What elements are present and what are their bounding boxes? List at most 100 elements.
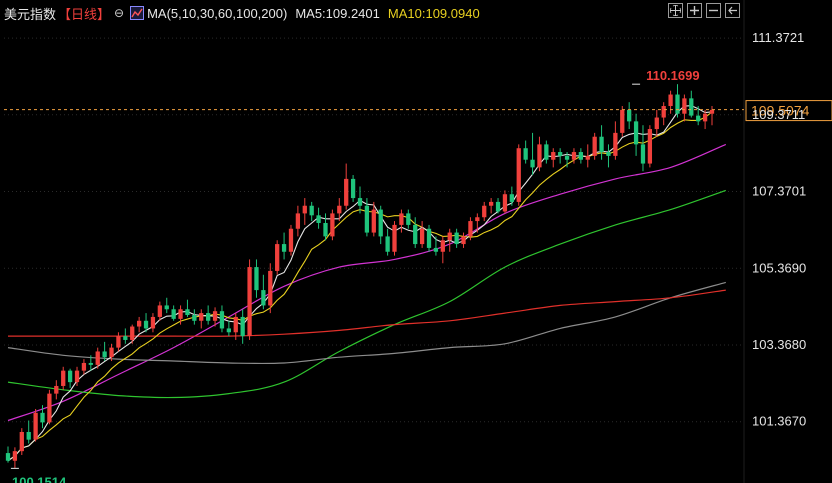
candle[interactable] [281,232,287,260]
candle[interactable] [613,121,618,160]
candle[interactable] [323,213,328,241]
candle[interactable] [130,324,135,344]
candle[interactable] [620,106,625,137]
candle[interactable] [143,313,149,333]
candle[interactable] [268,263,273,314]
candle[interactable] [240,309,245,344]
candle[interactable] [371,201,376,237]
candle[interactable] [364,198,370,237]
candle[interactable] [199,309,204,329]
candle[interactable] [288,224,294,256]
candle[interactable] [413,217,418,248]
candle[interactable] [185,299,190,317]
candle[interactable] [647,125,653,168]
candle[interactable] [482,201,487,222]
candle[interactable] [530,132,535,176]
candle[interactable] [5,446,11,463]
candle[interactable] [192,309,197,325]
candle[interactable] [330,209,335,241]
candle[interactable] [206,305,211,325]
candle[interactable] [247,259,252,340]
candle[interactable] [551,148,556,168]
candle[interactable] [516,144,521,206]
candle[interactable] [475,213,480,233]
candle[interactable] [406,209,411,229]
candle[interactable] [357,186,363,214]
candle[interactable] [461,232,466,248]
period-dropdown-icon[interactable]: ⊖ [114,6,125,20]
candle[interactable] [47,389,52,425]
candle[interactable] [316,207,321,229]
candle[interactable] [74,366,80,386]
candle[interactable] [116,332,121,352]
candle[interactable] [102,341,107,362]
candle[interactable] [136,316,142,333]
candle[interactable] [261,274,266,310]
period-label[interactable]: 【日线】 [58,6,111,22]
candle[interactable] [502,190,508,214]
candle[interactable] [654,109,659,137]
candle[interactable] [295,205,301,237]
candle[interactable] [661,102,666,126]
candle[interactable] [640,125,646,172]
candle[interactable] [275,240,280,275]
candle[interactable] [419,221,425,248]
candle[interactable] [689,90,694,118]
candle[interactable] [344,163,349,210]
candle[interactable] [385,228,390,256]
candle[interactable] [157,301,162,321]
candle[interactable] [95,347,100,369]
candle[interactable] [399,209,404,233]
candle[interactable] [537,136,542,172]
candle[interactable] [109,343,114,362]
candle[interactable] [350,175,356,202]
candle[interactable] [696,106,701,126]
candle[interactable] [226,320,232,337]
candle[interactable] [440,236,445,264]
candle[interactable] [564,152,570,168]
candle[interactable] [219,305,225,333]
candle[interactable] [509,186,514,206]
candle[interactable] [606,144,611,168]
candle[interactable] [585,144,590,168]
candle[interactable] [54,380,59,400]
candle[interactable] [88,355,93,371]
candle[interactable] [171,305,176,321]
candle[interactable] [571,148,577,164]
zoom-in-button[interactable] [687,3,702,18]
candle[interactable] [426,224,432,252]
candle[interactable] [627,102,632,130]
candle[interactable] [12,447,18,469]
candle[interactable] [254,259,259,298]
candle[interactable] [523,140,528,164]
ma-settings-icon[interactable] [130,6,145,20]
candle[interactable] [592,132,597,160]
candle[interactable] [150,313,156,333]
candle[interactable] [19,428,24,455]
candle[interactable] [454,228,459,248]
candle[interactable] [447,228,452,252]
candle[interactable] [668,90,673,114]
back-button[interactable] [725,3,740,18]
candle[interactable] [164,297,169,314]
candle[interactable] [337,198,342,222]
zoom-out-button[interactable] [706,3,721,18]
candle[interactable] [26,420,31,444]
candle[interactable] [433,236,439,256]
candle[interactable] [67,368,73,388]
candle[interactable] [61,366,66,390]
candle[interactable] [599,125,604,160]
crosshair-button[interactable] [668,3,683,18]
candle[interactable] [309,201,314,222]
candle[interactable] [392,221,397,256]
candle[interactable] [702,109,708,130]
candle[interactable] [40,405,45,429]
candle[interactable] [544,140,549,164]
candle[interactable] [178,305,183,325]
candle[interactable] [709,106,715,126]
candle[interactable] [675,84,680,118]
candle[interactable] [558,148,563,164]
candle[interactable] [633,113,639,156]
candle[interactable] [212,307,218,327]
candle[interactable] [468,217,473,241]
